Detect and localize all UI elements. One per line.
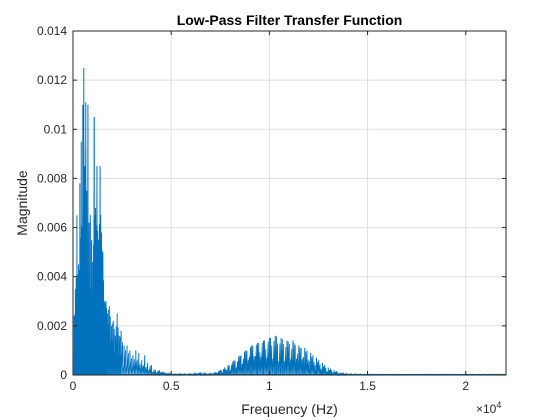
x-tick-label: 0 xyxy=(70,379,77,393)
y-tick-label: 0 xyxy=(60,368,67,382)
series-stems xyxy=(74,68,505,375)
y-tick-label: 0.014 xyxy=(37,24,67,38)
series-dense-trace xyxy=(74,117,504,375)
y-axis-label: Magnitude xyxy=(14,170,30,236)
x-exponent: ×104 xyxy=(476,400,501,416)
chart-title: Low-Pass Filter Transfer Function xyxy=(177,12,403,28)
y-tick-label: 0.01 xyxy=(44,122,68,136)
y-tick-label: 0.002 xyxy=(37,319,67,333)
y-tick-label: 0.004 xyxy=(37,270,67,284)
x-tick-label: 2 xyxy=(462,379,469,393)
x-axis-label: Frequency (Hz) xyxy=(241,401,337,417)
y-tick-label: 0.006 xyxy=(37,221,67,235)
y-tick-label: 0.008 xyxy=(37,171,67,185)
x-tick-label: 1 xyxy=(266,379,273,393)
series-line xyxy=(73,68,506,375)
y-tick-label: 0.012 xyxy=(37,73,67,87)
x-tick-label: 1.5 xyxy=(359,379,376,393)
grid xyxy=(73,31,506,375)
x-tick-label: 0.5 xyxy=(163,379,180,393)
plot-frame xyxy=(73,31,506,375)
series-layer xyxy=(73,68,506,375)
